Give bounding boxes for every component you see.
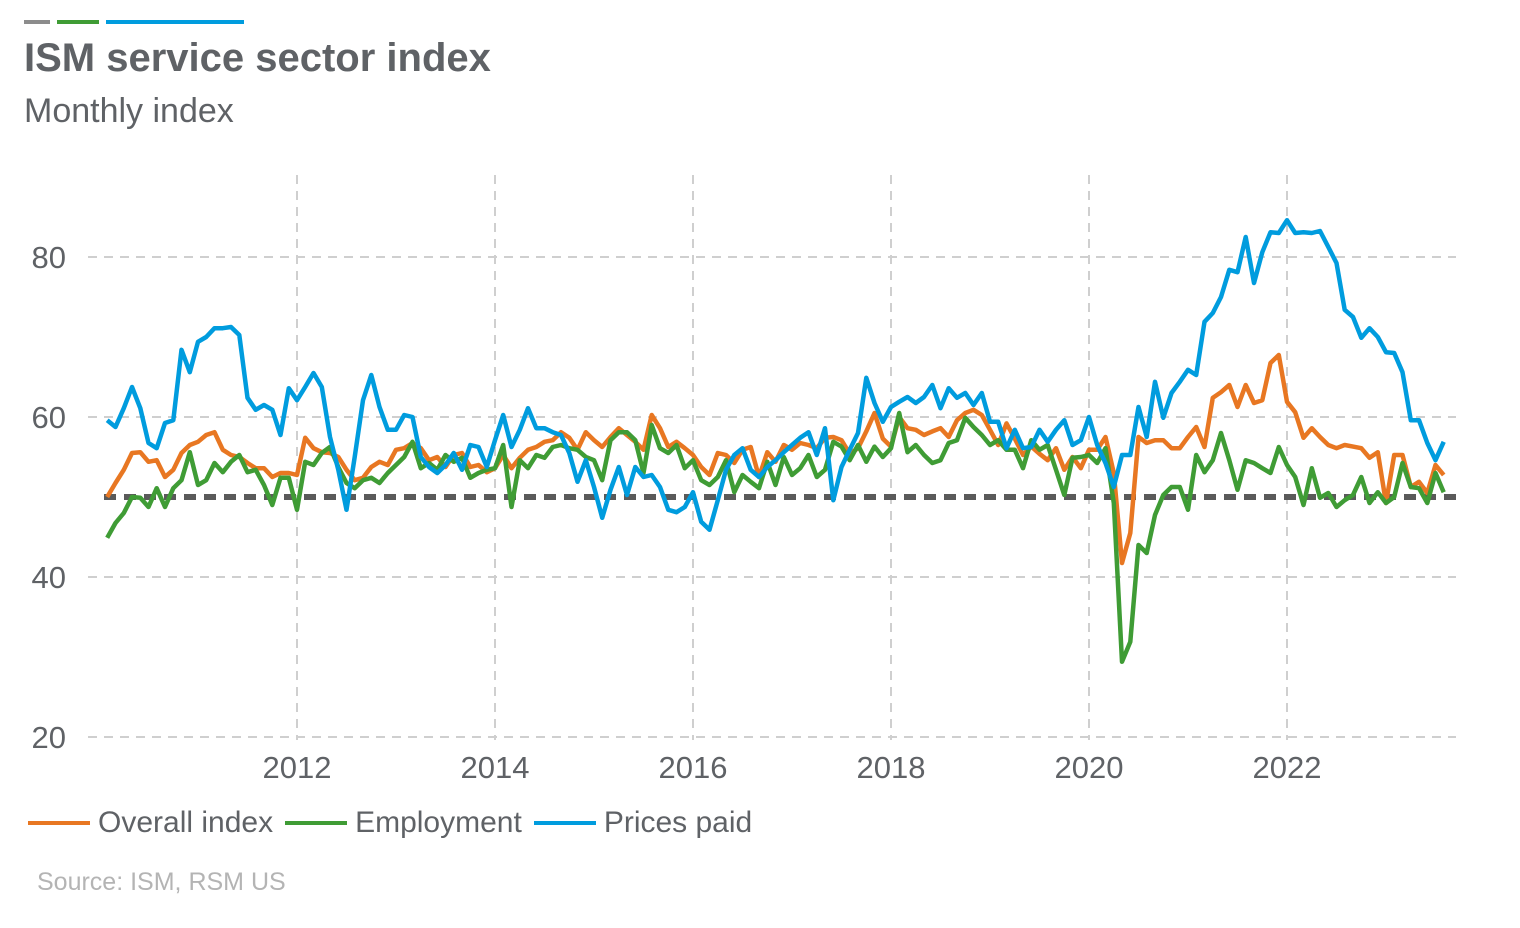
legend-item-prices-paid: Prices paid bbox=[533, 806, 753, 840]
legend-label: Employment bbox=[355, 806, 522, 839]
chart-title: ISM service sector index bbox=[24, 36, 491, 80]
series-line-prices-paid bbox=[105, 217, 1446, 533]
x-axis-ticks: 2012 2014 2016 2018 2020 2022 bbox=[263, 750, 1322, 785]
legend-swatch bbox=[533, 821, 596, 825]
accent-bar-gray bbox=[24, 20, 50, 24]
y-axis-ticks: 20 40 60 80 bbox=[32, 240, 66, 755]
gridlines bbox=[88, 175, 1456, 740]
x-tick-label: 2018 bbox=[857, 750, 926, 785]
legend-label: Prices paid bbox=[603, 806, 753, 839]
x-tick-label: 2020 bbox=[1055, 750, 1124, 785]
legend-swatch bbox=[28, 821, 90, 825]
legend-swatch bbox=[285, 821, 348, 825]
source-note: Source: ISM, RSM US bbox=[37, 868, 286, 896]
legend: Overall index Employment Prices paid bbox=[28, 806, 764, 840]
accent-bar-green bbox=[57, 20, 99, 24]
y-tick-label: 40 bbox=[32, 560, 66, 595]
y-tick-label: 80 bbox=[32, 240, 66, 275]
legend-item-overall-index: Overall index bbox=[28, 806, 273, 840]
x-tick-label: 2014 bbox=[461, 750, 530, 785]
y-tick-label: 20 bbox=[32, 720, 66, 755]
series-lines bbox=[105, 217, 1446, 665]
legend-item-employment: Employment bbox=[285, 806, 522, 840]
x-tick-label: 2016 bbox=[659, 750, 728, 785]
y-tick-label: 60 bbox=[32, 400, 66, 435]
accent-bar-blue bbox=[106, 20, 244, 24]
x-tick-label: 2012 bbox=[263, 750, 332, 785]
chart-subtitle: Monthly index bbox=[24, 92, 234, 130]
x-tick-label: 2022 bbox=[1253, 750, 1322, 785]
legend-label: Overall index bbox=[98, 806, 274, 839]
series-line-employment bbox=[105, 410, 1446, 665]
